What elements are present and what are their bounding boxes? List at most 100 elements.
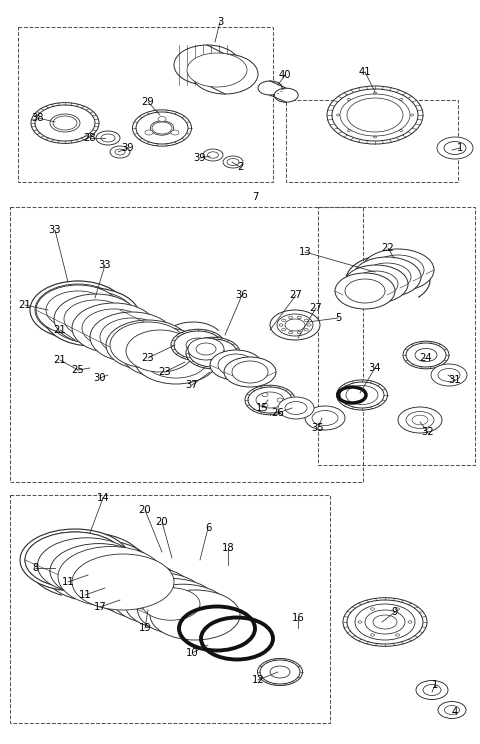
Text: 20: 20: [139, 505, 151, 515]
Ellipse shape: [49, 291, 135, 343]
Text: 37: 37: [186, 380, 198, 390]
Ellipse shape: [372, 255, 424, 285]
Ellipse shape: [62, 549, 159, 603]
Ellipse shape: [282, 319, 286, 321]
Ellipse shape: [396, 634, 399, 636]
Ellipse shape: [37, 539, 113, 581]
Ellipse shape: [70, 555, 128, 587]
Ellipse shape: [279, 324, 283, 326]
Ellipse shape: [349, 388, 375, 403]
Text: 23: 23: [142, 353, 154, 363]
Ellipse shape: [277, 398, 283, 402]
Ellipse shape: [423, 684, 441, 696]
Ellipse shape: [224, 357, 276, 387]
Ellipse shape: [53, 116, 77, 130]
Text: 26: 26: [272, 408, 284, 418]
Ellipse shape: [174, 45, 240, 85]
Text: 35: 35: [312, 423, 324, 433]
Text: 21: 21: [54, 355, 66, 365]
Text: 19: 19: [139, 623, 151, 633]
Ellipse shape: [297, 316, 301, 318]
Text: 9: 9: [392, 607, 398, 617]
Ellipse shape: [112, 573, 205, 624]
Ellipse shape: [37, 538, 136, 593]
Ellipse shape: [371, 634, 374, 636]
Ellipse shape: [72, 303, 156, 353]
Ellipse shape: [110, 322, 186, 368]
Text: 21: 21: [19, 300, 31, 310]
Ellipse shape: [58, 547, 164, 606]
Text: 4: 4: [452, 707, 458, 717]
Ellipse shape: [87, 561, 182, 614]
Ellipse shape: [347, 600, 423, 644]
Ellipse shape: [288, 331, 293, 334]
Ellipse shape: [36, 285, 120, 335]
Text: 6: 6: [205, 523, 211, 533]
Ellipse shape: [196, 343, 216, 355]
Ellipse shape: [201, 346, 225, 360]
Ellipse shape: [44, 288, 140, 346]
Ellipse shape: [274, 89, 298, 102]
Ellipse shape: [145, 130, 153, 135]
Ellipse shape: [340, 94, 410, 136]
Ellipse shape: [136, 112, 188, 144]
Ellipse shape: [304, 319, 308, 321]
Text: 30: 30: [94, 373, 106, 383]
Ellipse shape: [354, 271, 398, 297]
Ellipse shape: [186, 337, 240, 369]
Ellipse shape: [106, 320, 190, 370]
Ellipse shape: [258, 81, 282, 95]
Ellipse shape: [100, 567, 194, 619]
Text: 36: 36: [236, 290, 248, 300]
Text: 20: 20: [156, 517, 168, 527]
Ellipse shape: [358, 620, 362, 623]
Ellipse shape: [398, 407, 442, 433]
Ellipse shape: [50, 114, 80, 132]
Ellipse shape: [82, 309, 146, 347]
Ellipse shape: [282, 329, 286, 331]
Ellipse shape: [403, 341, 449, 369]
Ellipse shape: [189, 339, 237, 367]
Text: 17: 17: [94, 602, 107, 612]
Ellipse shape: [227, 158, 239, 165]
Ellipse shape: [158, 117, 166, 121]
Ellipse shape: [257, 658, 302, 685]
Text: 16: 16: [292, 613, 304, 623]
Text: 3: 3: [217, 17, 223, 27]
Ellipse shape: [101, 134, 115, 142]
Ellipse shape: [360, 608, 410, 636]
Text: 18: 18: [222, 543, 234, 553]
Text: 1: 1: [432, 680, 438, 690]
Ellipse shape: [438, 702, 466, 719]
Ellipse shape: [31, 103, 99, 144]
Ellipse shape: [353, 257, 421, 297]
Text: 11: 11: [79, 590, 91, 600]
Ellipse shape: [362, 249, 434, 291]
Ellipse shape: [262, 403, 268, 407]
Text: 40: 40: [279, 70, 291, 80]
Ellipse shape: [20, 529, 130, 591]
Ellipse shape: [245, 385, 295, 414]
Text: 8: 8: [32, 563, 38, 573]
Ellipse shape: [96, 131, 120, 145]
Ellipse shape: [150, 121, 174, 135]
Ellipse shape: [444, 141, 466, 155]
Ellipse shape: [297, 331, 301, 334]
Ellipse shape: [406, 343, 446, 367]
Ellipse shape: [30, 281, 126, 339]
Ellipse shape: [232, 361, 268, 383]
Ellipse shape: [35, 284, 121, 336]
Ellipse shape: [54, 294, 138, 344]
Text: 10: 10: [186, 648, 198, 658]
Ellipse shape: [132, 110, 192, 146]
Text: 11: 11: [61, 577, 74, 587]
Ellipse shape: [207, 152, 218, 158]
Ellipse shape: [285, 319, 305, 331]
Ellipse shape: [116, 326, 180, 364]
Ellipse shape: [355, 604, 415, 640]
Text: 15: 15: [256, 403, 268, 413]
Ellipse shape: [186, 338, 210, 352]
Ellipse shape: [340, 382, 384, 408]
Ellipse shape: [416, 681, 448, 699]
Ellipse shape: [171, 330, 225, 361]
